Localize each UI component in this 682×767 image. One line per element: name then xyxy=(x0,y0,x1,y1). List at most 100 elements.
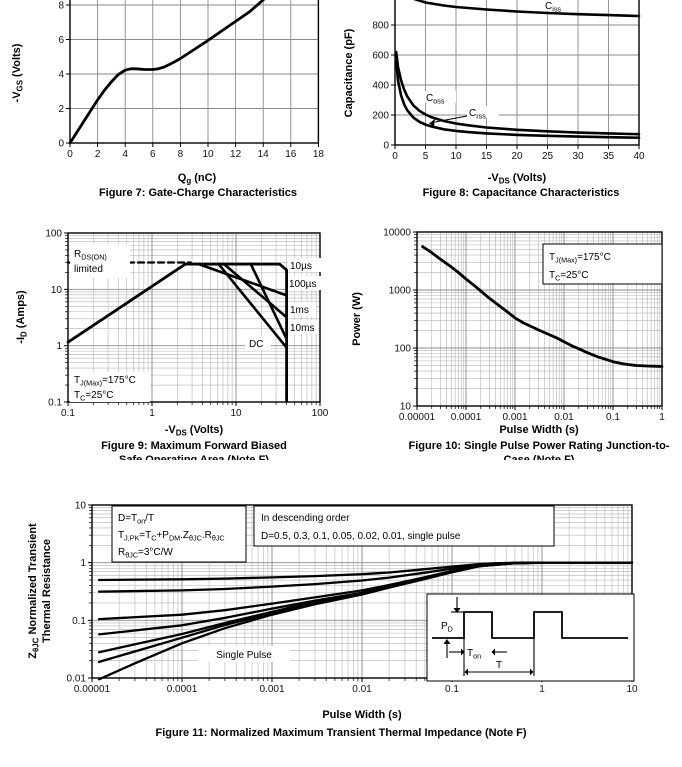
rdson-note-line1: RDS(ON) xyxy=(74,249,107,262)
series-rdson-limit-line xyxy=(66,262,187,344)
single-pulse-label-bg xyxy=(198,646,290,662)
figure9-caption-line2: Safe Operating Area (Note F) xyxy=(119,454,269,460)
figure10-caption-line1: Figure 10: Single Pulse Power Rating Jun… xyxy=(409,440,670,452)
figure8-caption: Figure 8: Capacitance Characteristics xyxy=(423,187,620,199)
figure11-x-axis-title: Pulse Width (s) xyxy=(322,709,402,721)
svg-text:1000: 1000 xyxy=(367,0,390,2)
pd-down-arrowhead-icon xyxy=(453,608,461,613)
series-single-pulse xyxy=(97,561,634,681)
svg-text:10: 10 xyxy=(450,151,462,162)
svg-text:10: 10 xyxy=(400,402,412,413)
svg-text:1: 1 xyxy=(149,408,155,419)
pd-label: PD xyxy=(441,621,453,634)
figure7-y-axis-title: -VGS (Volts) xyxy=(11,43,25,102)
curve-label-100us: 100µs xyxy=(289,279,316,290)
svg-text:0.00001: 0.00001 xyxy=(399,412,436,423)
svg-text:12: 12 xyxy=(230,149,242,160)
label-dc-bg xyxy=(245,336,271,350)
pulse-waveform xyxy=(432,611,628,639)
series-single-pulse-power xyxy=(421,245,664,368)
ciss-label-bg xyxy=(541,0,571,11)
svg-text:14: 14 xyxy=(258,149,270,160)
t-right-arrowhead-icon xyxy=(530,668,534,676)
svg-text:0: 0 xyxy=(383,141,389,152)
formula-line1: D=Ton/T xyxy=(118,513,154,526)
curve-label-10us: 10µs xyxy=(290,261,312,272)
svg-text:20: 20 xyxy=(511,151,523,162)
svg-text:0.001: 0.001 xyxy=(259,684,284,695)
single-pulse-label: Single Pulse xyxy=(216,650,272,661)
svg-text:10000: 10000 xyxy=(383,228,411,239)
ciss-curve-label: Ciss xyxy=(545,1,561,14)
label-1ms-bg xyxy=(288,302,316,316)
curve-label-dc: DC xyxy=(249,339,263,350)
svg-text:1: 1 xyxy=(659,412,665,423)
svg-text:0.1: 0.1 xyxy=(606,412,620,423)
svg-text:30: 30 xyxy=(572,151,584,162)
svg-text:40: 40 xyxy=(633,151,645,162)
figure11-thermal-impedance-chart: 0.00001 0.0001 0.001 0.01 0.1 1 10 0.01 0.1 1 10 D… xyxy=(27,501,638,740)
svg-text:10: 10 xyxy=(230,408,242,419)
svg-text:4: 4 xyxy=(58,70,64,81)
series-Coss xyxy=(394,50,641,136)
svg-text:0.00001: 0.00001 xyxy=(74,684,111,695)
legend-line1: In descending order xyxy=(261,513,350,524)
svg-text:35: 35 xyxy=(603,151,615,162)
label-10ms-bg xyxy=(288,320,318,334)
series-D-0.3 xyxy=(97,561,634,593)
svg-text:0.01: 0.01 xyxy=(554,412,574,423)
formula-line3: RθJC=3°C/W xyxy=(118,547,173,560)
svg-text:0.1: 0.1 xyxy=(72,616,86,627)
svg-text:0: 0 xyxy=(67,149,73,160)
series-Ciss xyxy=(413,0,641,18)
figure7-plot: 0 2 4 6 8 10 12 14 16 18 0 2 4 6 8 xyxy=(58,0,324,160)
svg-text:100: 100 xyxy=(394,344,411,355)
ton-right-arrowhead-icon xyxy=(491,648,495,656)
svg-text:6: 6 xyxy=(58,35,64,46)
svg-text:6: 6 xyxy=(150,149,156,160)
series-Crss xyxy=(394,59,641,139)
figure11-y-axis-title-line2: Thermal Resistance xyxy=(41,539,53,643)
ton-left-arrowhead-icon xyxy=(461,648,465,656)
svg-text:0.0001: 0.0001 xyxy=(167,684,198,695)
t-label: T xyxy=(496,660,502,671)
svg-text:0.1: 0.1 xyxy=(445,684,459,695)
svg-text:100: 100 xyxy=(45,229,62,240)
label-100us-bg xyxy=(288,276,321,290)
svg-text:16: 16 xyxy=(285,149,297,160)
crss-label-bg xyxy=(467,106,499,118)
figure8-plot: 051015202530354002004006008001000 xyxy=(367,0,645,162)
crss-curve-label: Crss xyxy=(469,108,486,121)
conditions-box xyxy=(542,243,663,285)
svg-text:0: 0 xyxy=(58,139,64,150)
legend-line2: D=0.5, 0.3, 0.1, 0.05, 0.02, 0.01, singl… xyxy=(261,531,461,542)
svg-text:10: 10 xyxy=(75,501,87,512)
figure10-caption-line2: Case (Note F) xyxy=(504,454,575,460)
series-dc-line xyxy=(217,262,288,349)
conditions-note-bg xyxy=(70,372,150,402)
figure9-caption-line1: Figure 9: Maximum Forward Biased xyxy=(101,440,287,452)
figure11-caption: Figure 11: Normalized Maximum Transient … xyxy=(155,727,526,739)
curve-label-1ms: 1ms xyxy=(290,305,309,316)
svg-text:8: 8 xyxy=(58,1,64,12)
svg-text:1: 1 xyxy=(80,558,86,569)
label-10us-bg xyxy=(288,258,321,272)
svg-text:10: 10 xyxy=(202,149,214,160)
svg-text:0.1: 0.1 xyxy=(61,408,75,419)
svg-text:18: 18 xyxy=(313,149,325,160)
figure9-y-axis-title: -ID (Amps) xyxy=(15,290,29,344)
crss-pointer-line xyxy=(434,115,468,123)
svg-text:1000: 1000 xyxy=(389,286,412,297)
svg-text:400: 400 xyxy=(372,81,389,92)
svg-text:1: 1 xyxy=(56,341,62,352)
svg-text:600: 600 xyxy=(372,51,389,62)
svg-text:2: 2 xyxy=(58,104,64,115)
figure10-x-axis-title: Pulse Width (s) xyxy=(499,424,579,436)
figure7-x-axis-title: Qg (nC) xyxy=(178,172,217,186)
svg-text:25: 25 xyxy=(542,151,554,162)
svg-text:4: 4 xyxy=(122,149,128,160)
svg-text:200: 200 xyxy=(372,111,389,122)
svg-text:10: 10 xyxy=(51,285,63,296)
tc-note: TC=25°C xyxy=(549,270,589,283)
svg-text:2: 2 xyxy=(95,149,101,160)
